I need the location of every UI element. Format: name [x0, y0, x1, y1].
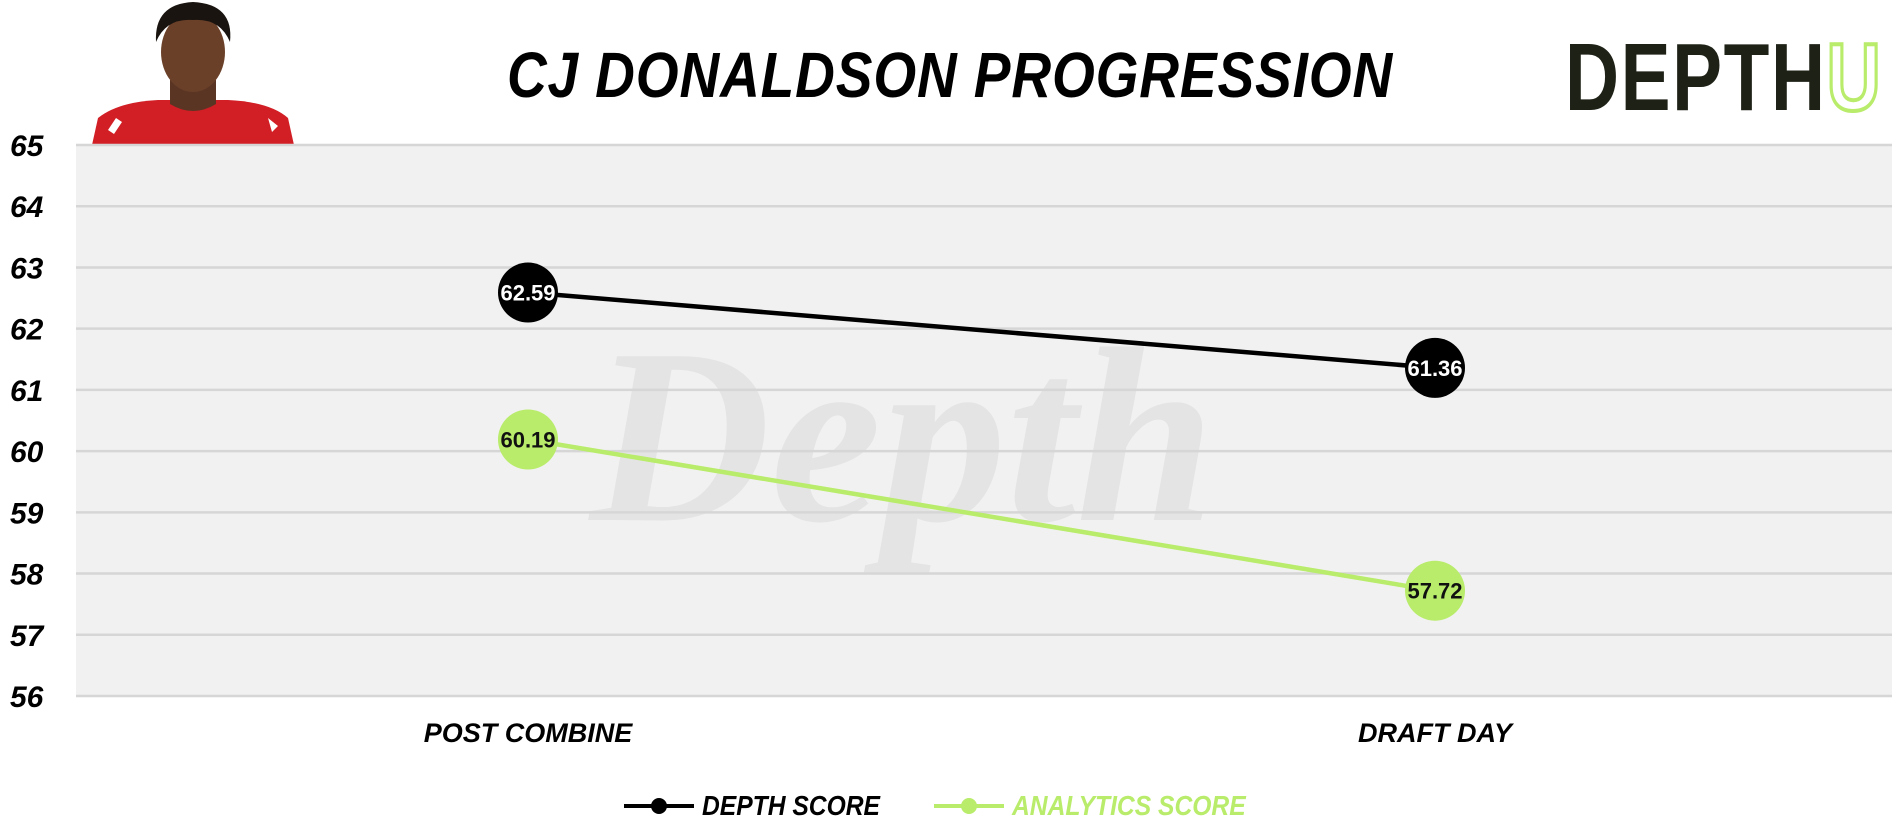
data-label: 57.72	[1407, 579, 1462, 604]
x-tick-label: POST COMBINE	[424, 718, 634, 748]
y-axis: 65 64 63 62 61 60 59 58 57 56	[10, 130, 45, 714]
brand-logo: DEPTHU	[1565, 28, 1882, 128]
series: 60.19 57.72 62.59 61.36	[498, 262, 1465, 621]
data-label: 61.36	[1407, 356, 1462, 381]
data-point	[498, 409, 558, 470]
y-tick-label: 57	[10, 620, 45, 653]
chart-title: CJ DONALDSON PROGRESSION	[506, 39, 1394, 111]
y-tick-label: 58	[10, 559, 44, 592]
series-line	[527, 437, 1436, 593]
x-axis: POST COMBINE DRAFT DAY	[424, 718, 1515, 748]
data-point	[1405, 337, 1465, 398]
y-tick-label: 62	[10, 314, 44, 347]
legend: DEPTH SCORE ANALYTICS SCORE	[0, 790, 1900, 822]
player-face	[161, 12, 225, 92]
legend-marker-analytics-score	[934, 798, 1005, 814]
player-hair	[155, 2, 231, 42]
y-tick-label: 56	[10, 681, 44, 714]
data-point	[498, 262, 558, 323]
legend-item-depth-score: DEPTH SCORE	[622, 790, 904, 822]
grid-lines	[76, 143, 1892, 698]
legend-label-depth-score: DEPTH SCORE	[702, 790, 881, 821]
data-label: 60.19	[500, 427, 555, 452]
player-headshot	[92, 2, 294, 145]
y-tick-label: 60	[10, 436, 44, 469]
y-tick-label: 64	[10, 191, 44, 224]
brand-logo-dark: DEPTH	[1565, 24, 1827, 131]
data-point	[1405, 560, 1465, 621]
brand-logo-accent: U	[1825, 24, 1883, 131]
x-tick-label: DRAFT DAY	[1358, 718, 1515, 748]
y-tick-label: 61	[10, 375, 43, 408]
y-tick-label: 63	[10, 252, 44, 285]
y-tick-label: 59	[10, 497, 44, 530]
series-line	[527, 290, 1436, 371]
plot-background	[76, 145, 1892, 696]
data-label: 62.59	[500, 281, 555, 306]
legend-label-analytics-score: ANALYTICS SCORE	[1012, 790, 1247, 821]
legend-marker-depth-score	[624, 798, 695, 814]
watermark-text: Depth	[588, 298, 1215, 575]
legend-item-analytics-score: ANALYTICS SCORE	[932, 790, 1278, 822]
player-jersey	[92, 100, 294, 145]
y-tick-label: 65	[10, 130, 45, 163]
